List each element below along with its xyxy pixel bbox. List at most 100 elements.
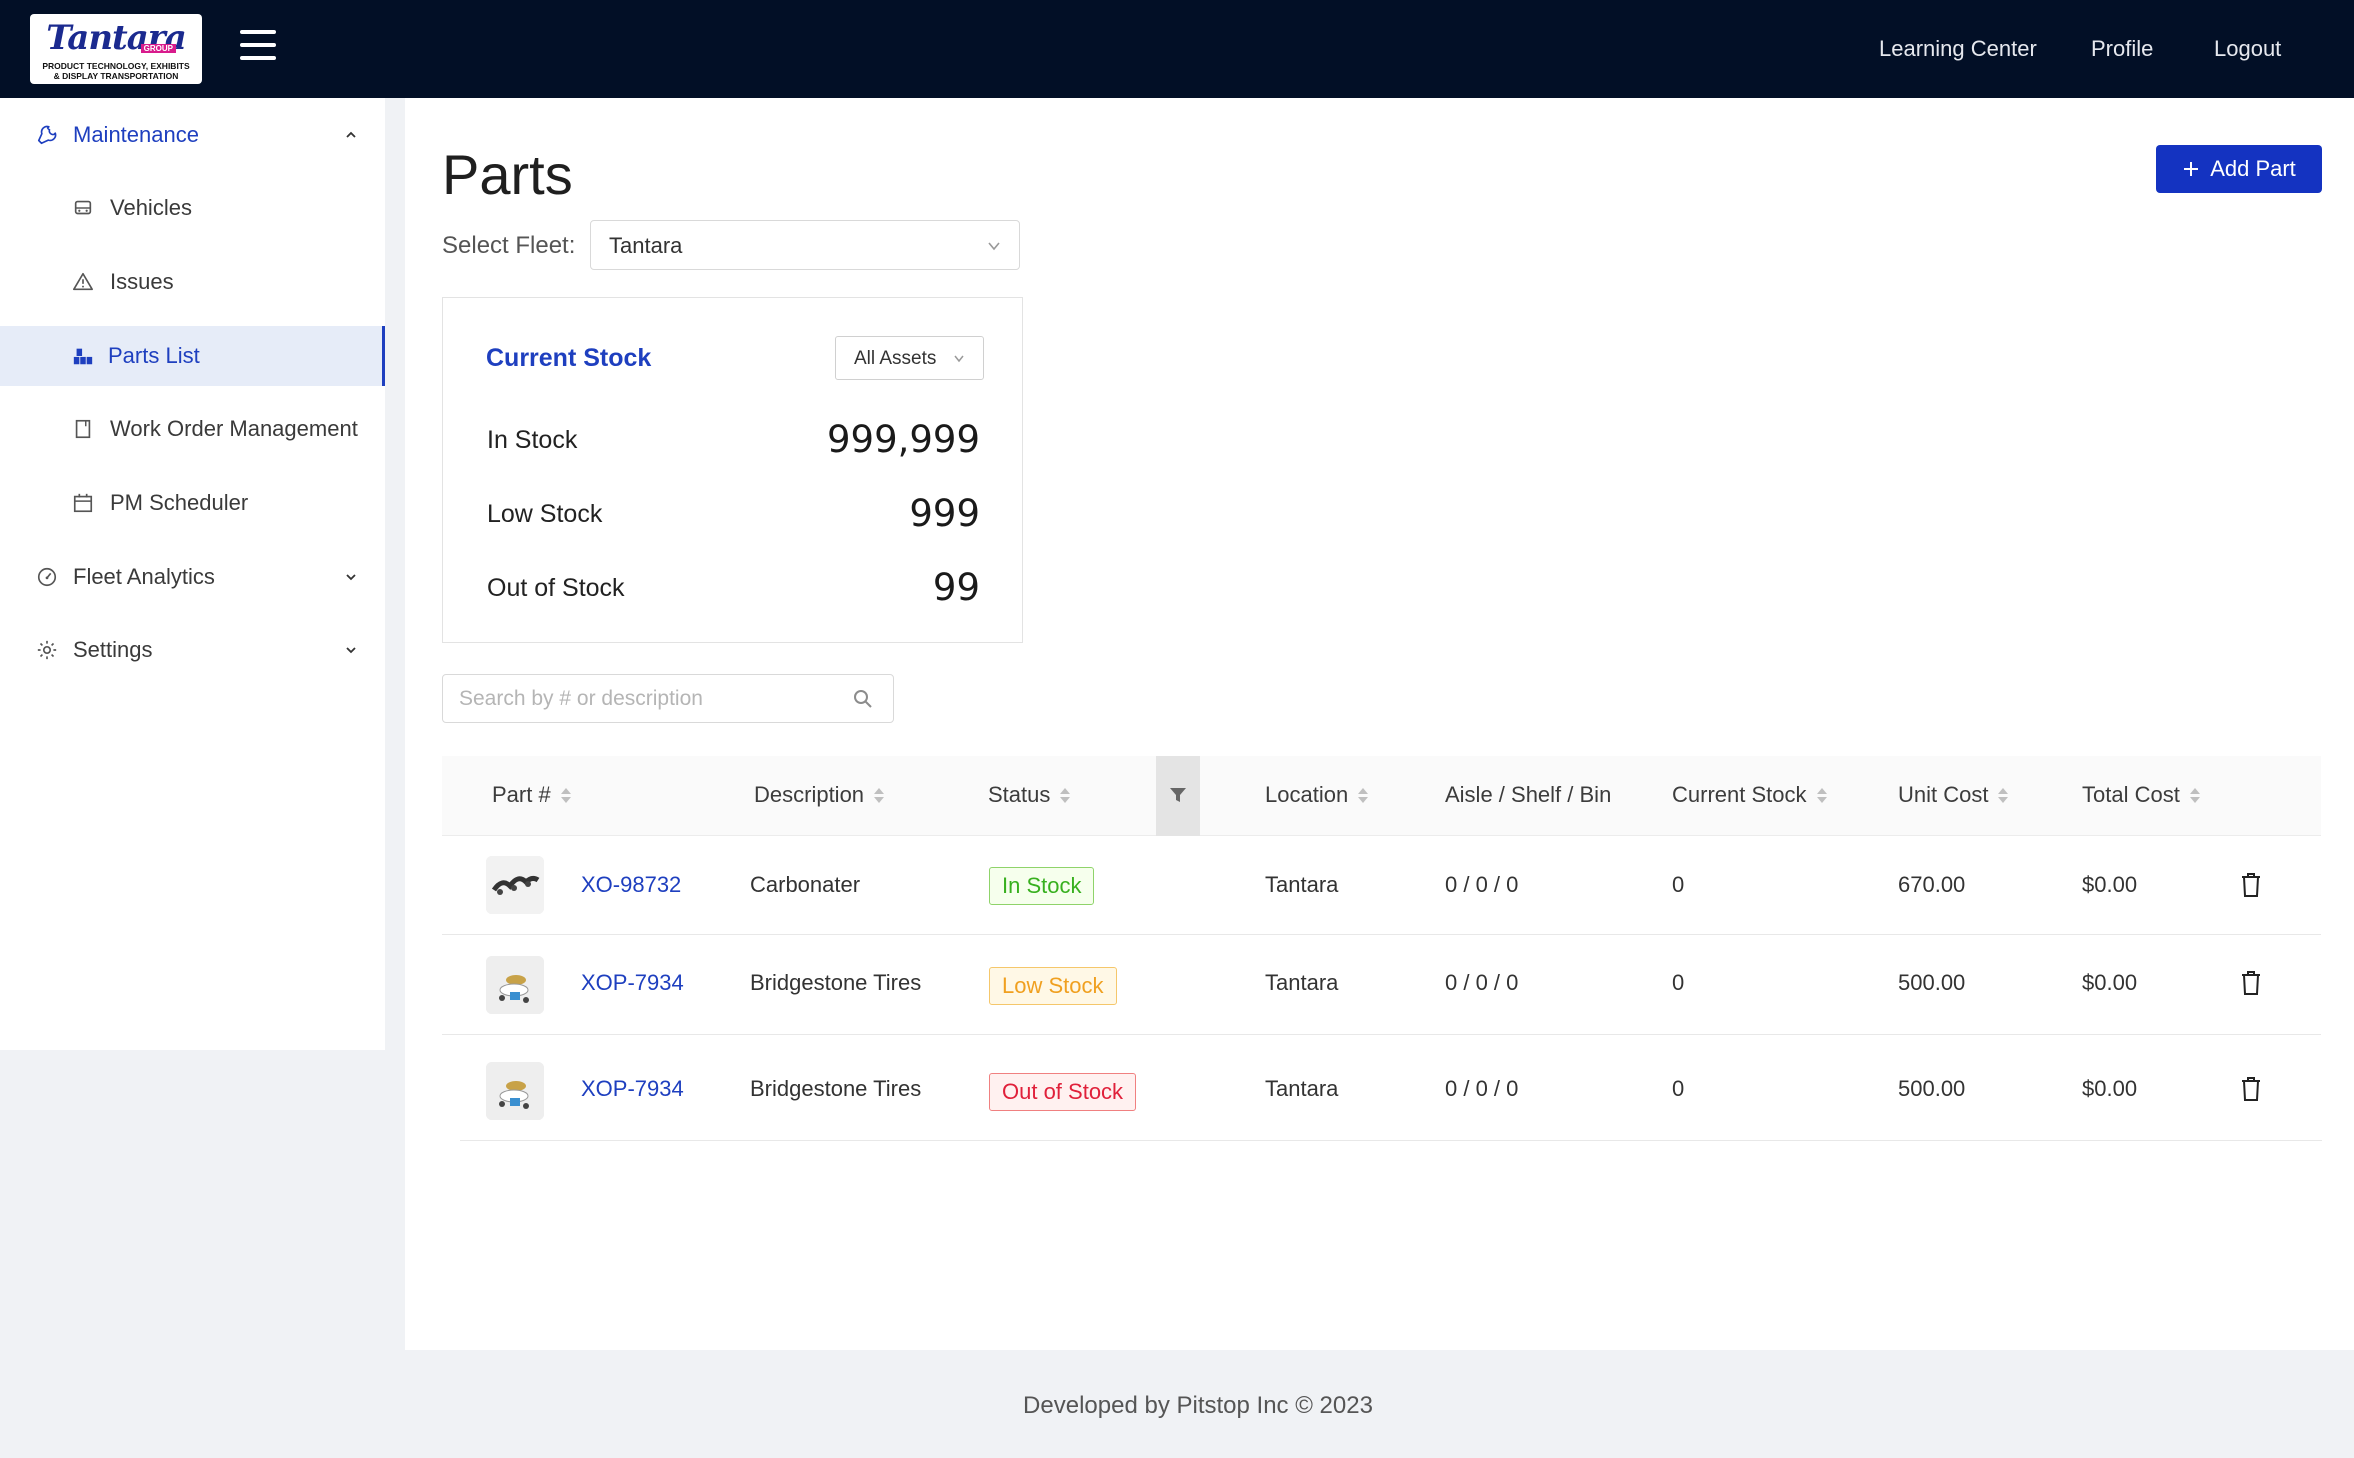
sidebar-item-work-order-management[interactable]: Work Order Management <box>0 399 385 459</box>
part-current-stock: 0 <box>1672 1076 1685 1101</box>
calendar-icon <box>73 493 93 513</box>
logo-tagline-1: PRODUCT TECHNOLOGY, EXHIBITS <box>42 61 190 71</box>
sidebar <box>0 98 385 1050</box>
warning-icon <box>73 272 93 291</box>
column-header-total-cost[interactable]: Total Cost <box>2082 782 2200 808</box>
menu-toggle-icon[interactable] <box>240 28 276 62</box>
status-badge: Low Stock <box>989 967 1117 1005</box>
assets-filter-dropdown[interactable]: All Assets <box>835 336 984 380</box>
sidebar-item-pm-scheduler[interactable]: PM Scheduler <box>0 473 385 533</box>
delete-icon[interactable] <box>2240 872 2262 898</box>
in-stock-label: In Stock <box>487 426 578 454</box>
current-stock-card: Current Stock All Assets In Stock 999,99… <box>442 297 1023 643</box>
sort-icon[interactable] <box>1998 787 2009 803</box>
logout-link[interactable]: Logout <box>2214 36 2282 61</box>
part-aisle-shelf-bin: 0 / 0 / 0 <box>1445 970 1519 995</box>
part-number-link[interactable]: XOP-7934 <box>581 970 684 995</box>
car-icon <box>74 200 92 215</box>
part-image-icon <box>486 956 544 1014</box>
boxes-icon <box>73 348 93 365</box>
part-current-stock: 0 <box>1672 872 1685 897</box>
fleet-select[interactable]: Tantara <box>590 220 1020 270</box>
sidebar-item-label: Fleet Analytics <box>73 564 215 589</box>
sidebar-item-label: Work Order Management <box>110 416 358 441</box>
sidebar-item-label: Issues <box>110 269 174 294</box>
add-part-button[interactable]: Add Part <box>2156 145 2322 193</box>
status-badge: Out of Stock <box>989 1073 1137 1111</box>
part-description: Bridgestone Tires <box>750 970 922 995</box>
wrench-icon <box>37 125 57 145</box>
part-unit-cost: 500.00 <box>1898 970 1966 995</box>
sidebar-item-issues[interactable]: Issues <box>0 252 385 312</box>
main-content <box>405 98 2354 1350</box>
column-label: Part # <box>492 782 551 807</box>
footer-text: Developed by Pitstop Inc © 2023 <box>1023 1392 1373 1419</box>
sidebar-item-label: PM Scheduler <box>110 490 249 515</box>
sort-icon[interactable] <box>1816 787 1827 803</box>
gauge-icon <box>37 567 57 587</box>
out-of-stock-label: Out of Stock <box>487 574 625 602</box>
chevron-down-icon <box>988 242 1000 251</box>
part-thumbnail <box>486 856 544 914</box>
column-header-current-stock[interactable]: Current Stock <box>1672 782 1827 808</box>
logo-brand-sub: GROUP <box>140 44 176 53</box>
part-location: Tantara <box>1265 1076 1339 1101</box>
learning-center-link[interactable]: Learning Center <box>1879 36 2037 61</box>
fleet-select-value: Tantara <box>609 233 683 258</box>
sort-icon[interactable] <box>874 787 885 803</box>
sidebar-item-label: Settings <box>73 637 153 662</box>
part-number-link[interactable]: XOP-7934 <box>581 1076 684 1101</box>
sort-icon[interactable] <box>560 787 571 803</box>
column-label: Status <box>988 782 1051 807</box>
sort-icon[interactable] <box>2189 787 2200 803</box>
part-description: Carbonater <box>750 872 861 897</box>
sidebar-item-label: Vehicles <box>110 195 192 220</box>
low-stock-label: Low Stock <box>487 500 603 528</box>
status-filter-button[interactable] <box>1156 756 1200 836</box>
part-thumbnail <box>486 1062 544 1120</box>
sidebar-item-maintenance[interactable]: Maintenance <box>0 105 385 165</box>
logo-tagline-2: & DISPLAY TRANSPORTATION <box>53 71 179 81</box>
delete-icon[interactable] <box>2240 970 2262 996</box>
column-header-unit-cost[interactable]: Unit Cost <box>1898 782 2009 808</box>
profile-link[interactable]: Profile <box>2091 36 2154 61</box>
delete-icon[interactable] <box>2240 1076 2262 1102</box>
column-header-status[interactable]: Status <box>988 782 1071 808</box>
sort-icon[interactable] <box>1358 787 1369 803</box>
search-icon[interactable] <box>853 689 873 709</box>
gear-icon <box>37 640 57 660</box>
logo-brand: Tantara <box>46 18 186 58</box>
plus-icon <box>2184 162 2199 176</box>
column-label: Aisle / Shelf / Bin <box>1445 782 1612 807</box>
column-label: Total Cost <box>2082 782 2180 807</box>
part-total-cost: $0.00 <box>2082 872 2138 897</box>
current-stock-title: Current Stock <box>486 344 652 372</box>
part-current-stock: 0 <box>1672 970 1685 995</box>
sidebar-item-fleet-analytics[interactable]: Fleet Analytics <box>0 547 385 607</box>
sidebar-item-parts-list[interactable]: Parts List <box>0 326 385 386</box>
part-total-cost: $0.00 <box>2082 970 2138 995</box>
company-logo[interactable]: Tantara GROUP PRODUCT TECHNOLOGY, EXHIBI… <box>30 14 202 84</box>
part-image-icon <box>486 1062 544 1120</box>
column-label: Unit Cost <box>1898 782 1989 807</box>
chevron-down-icon <box>346 647 356 654</box>
table-row[interactable]: XOP-7934 Bridgestone Tires Out of Stock … <box>460 1035 2322 1141</box>
table-header: Part # Description Status Location Aisle… <box>442 756 2321 836</box>
search-input[interactable] <box>459 685 839 713</box>
low-stock-value: 999 <box>909 492 980 535</box>
part-aisle-shelf-bin: 0 / 0 / 0 <box>1445 872 1519 897</box>
sort-icon[interactable] <box>1060 787 1071 803</box>
part-number-link[interactable]: XO-98732 <box>581 872 682 897</box>
column-header-location[interactable]: Location <box>1265 782 1369 808</box>
column-header-description[interactable]: Description <box>754 782 885 808</box>
column-label: Current Stock <box>1672 782 1807 807</box>
column-header-part[interactable]: Part # <box>492 782 571 808</box>
sidebar-item-vehicles[interactable]: Vehicles <box>0 178 385 238</box>
table-row[interactable]: XO-98732 Carbonater In Stock Tantara 0 /… <box>442 836 2321 935</box>
table-row[interactable]: XOP-7934 Bridgestone Tires Low Stock Tan… <box>442 935 2321 1035</box>
part-location: Tantara <box>1265 970 1339 995</box>
column-label: Description <box>754 782 865 807</box>
sidebar-item-settings[interactable]: Settings <box>0 620 385 680</box>
document-icon <box>75 419 91 439</box>
search-box <box>442 674 894 723</box>
